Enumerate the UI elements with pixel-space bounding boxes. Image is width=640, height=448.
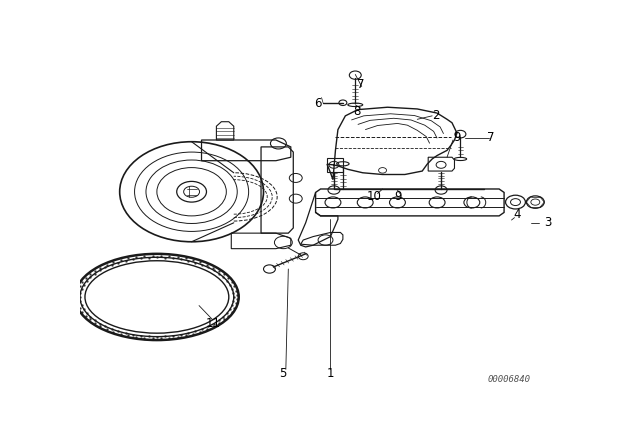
Text: 00006840: 00006840 [488,375,531,384]
Text: 2: 2 [433,109,440,122]
Text: 9: 9 [395,190,402,203]
Text: 7: 7 [486,131,494,144]
Text: 10: 10 [366,190,381,203]
Text: 3: 3 [544,216,551,229]
Text: 9: 9 [453,131,461,144]
Text: 7: 7 [358,78,365,90]
Ellipse shape [89,263,225,331]
Text: 6: 6 [314,97,321,110]
Text: 5: 5 [278,367,286,380]
Text: 4: 4 [514,208,521,221]
Text: 8: 8 [353,105,360,118]
Text: 11: 11 [205,317,220,330]
Text: 1: 1 [327,367,334,380]
